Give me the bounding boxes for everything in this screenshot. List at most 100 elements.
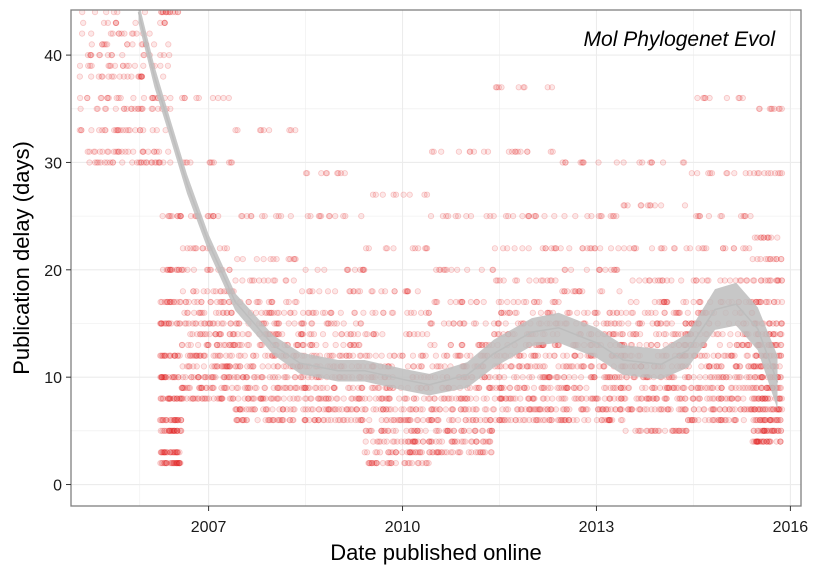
data-point (157, 320, 164, 327)
data-point (115, 148, 122, 155)
data-point (324, 288, 332, 295)
data-point (702, 374, 709, 381)
data-point (299, 309, 307, 316)
data-point (722, 245, 729, 252)
data-point (99, 148, 106, 155)
x-tick-label: 2013 (579, 519, 615, 536)
data-point (444, 427, 451, 434)
data-point (177, 213, 184, 220)
data-point (170, 416, 177, 424)
data-point (406, 459, 413, 467)
data-point (220, 374, 227, 381)
data-point (580, 159, 587, 166)
data-point (163, 459, 170, 467)
data-point (378, 427, 385, 434)
data-point (200, 374, 208, 381)
data-point (166, 427, 173, 434)
data-point (297, 320, 305, 327)
data-point (510, 298, 517, 306)
data-point (178, 416, 185, 424)
data-point (161, 427, 169, 434)
data-point (199, 331, 206, 338)
data-point (151, 148, 158, 155)
data-point (148, 159, 155, 166)
data-point (644, 427, 651, 434)
data-point (451, 438, 458, 445)
data-point (171, 374, 178, 381)
data-point (189, 395, 197, 402)
data-point (431, 298, 438, 306)
data-point (774, 234, 781, 241)
data-point (167, 427, 174, 434)
data-point (208, 374, 216, 381)
journal-annotation: Mol Phylogenet Evol (584, 28, 777, 51)
data-point (331, 288, 339, 295)
data-point (213, 341, 220, 349)
data-point (162, 449, 169, 456)
data-point (140, 148, 147, 155)
data-point (231, 341, 238, 349)
data-point (709, 416, 716, 424)
data-point (165, 266, 172, 273)
data-point (694, 395, 702, 402)
data-point (278, 416, 286, 424)
data-point (114, 10, 121, 16)
data-point (773, 320, 780, 327)
data-point (104, 94, 111, 102)
data-point (166, 51, 173, 59)
data-point (155, 159, 162, 166)
data-point (563, 406, 570, 413)
data-point (376, 449, 384, 456)
data-point (680, 384, 687, 391)
grid-lines (71, 10, 801, 506)
data-point (184, 363, 191, 370)
data-point (760, 416, 767, 424)
data-point (363, 449, 371, 456)
data-point (218, 298, 225, 306)
data-point (156, 416, 164, 424)
data-point (244, 331, 251, 338)
data-point (175, 374, 182, 381)
data-point (382, 245, 389, 252)
data-point (101, 159, 108, 166)
data-point (350, 288, 357, 295)
data-point (177, 427, 184, 434)
data-point (160, 51, 167, 59)
data-point (210, 213, 217, 220)
data-point (215, 213, 222, 220)
data-point (153, 159, 160, 166)
data-point (467, 298, 474, 306)
data-point (106, 62, 113, 69)
data-point (414, 438, 421, 445)
data-point (513, 309, 520, 316)
data-point (572, 288, 579, 295)
data-point (409, 406, 416, 413)
data-point (227, 374, 234, 381)
data-point (723, 170, 730, 177)
data-point (177, 416, 185, 424)
data-point (164, 395, 171, 402)
data-point (170, 427, 177, 434)
data-point (265, 277, 272, 284)
data-point (417, 309, 425, 316)
data-point (657, 202, 665, 209)
data-point (209, 384, 216, 391)
data-point (185, 363, 192, 370)
data-point (409, 438, 416, 445)
data-point (521, 416, 529, 424)
data-point (162, 459, 169, 467)
data-point (173, 298, 180, 306)
data-point (554, 374, 562, 381)
data-point (726, 341, 733, 349)
data-point (226, 331, 233, 338)
data-point (635, 427, 642, 434)
data-point (324, 416, 332, 424)
data-point (168, 298, 175, 306)
data-point (164, 298, 171, 306)
data-point (167, 395, 174, 402)
data-point (173, 320, 180, 327)
data-point (253, 255, 260, 263)
data-point (372, 352, 379, 359)
data-point (107, 159, 114, 166)
data-point (352, 320, 360, 327)
